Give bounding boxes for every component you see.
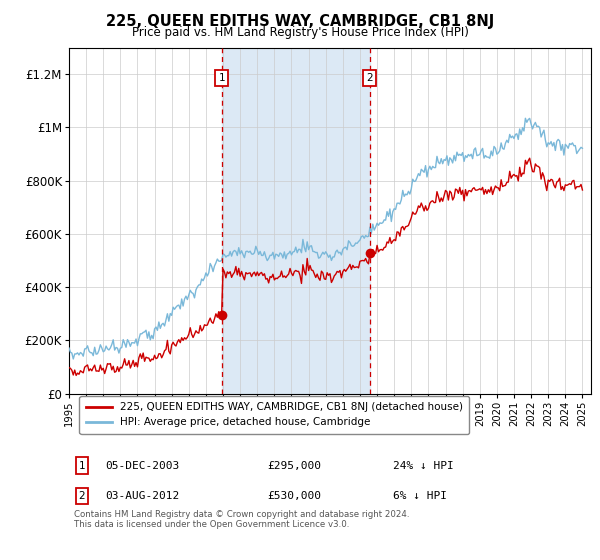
Text: 1: 1 bbox=[218, 73, 225, 83]
Text: 24% ↓ HPI: 24% ↓ HPI bbox=[392, 460, 454, 470]
Text: Price paid vs. HM Land Registry's House Price Index (HPI): Price paid vs. HM Land Registry's House … bbox=[131, 26, 469, 39]
Text: Contains HM Land Registry data © Crown copyright and database right 2024.
This d: Contains HM Land Registry data © Crown c… bbox=[74, 510, 410, 529]
Legend: 225, QUEEN EDITHS WAY, CAMBRIDGE, CB1 8NJ (detached house), HPI: Average price, : 225, QUEEN EDITHS WAY, CAMBRIDGE, CB1 8N… bbox=[79, 396, 469, 434]
Text: 2: 2 bbox=[79, 491, 85, 501]
Text: £530,000: £530,000 bbox=[268, 491, 322, 501]
Text: £295,000: £295,000 bbox=[268, 460, 322, 470]
Text: 225, QUEEN EDITHS WAY, CAMBRIDGE, CB1 8NJ: 225, QUEEN EDITHS WAY, CAMBRIDGE, CB1 8N… bbox=[106, 14, 494, 29]
Text: 03-AUG-2012: 03-AUG-2012 bbox=[106, 491, 180, 501]
Text: 05-DEC-2003: 05-DEC-2003 bbox=[106, 460, 180, 470]
Text: 1: 1 bbox=[79, 460, 85, 470]
Bar bbox=[221, 48, 370, 394]
Text: 6% ↓ HPI: 6% ↓ HPI bbox=[392, 491, 446, 501]
Text: 2: 2 bbox=[367, 73, 373, 83]
